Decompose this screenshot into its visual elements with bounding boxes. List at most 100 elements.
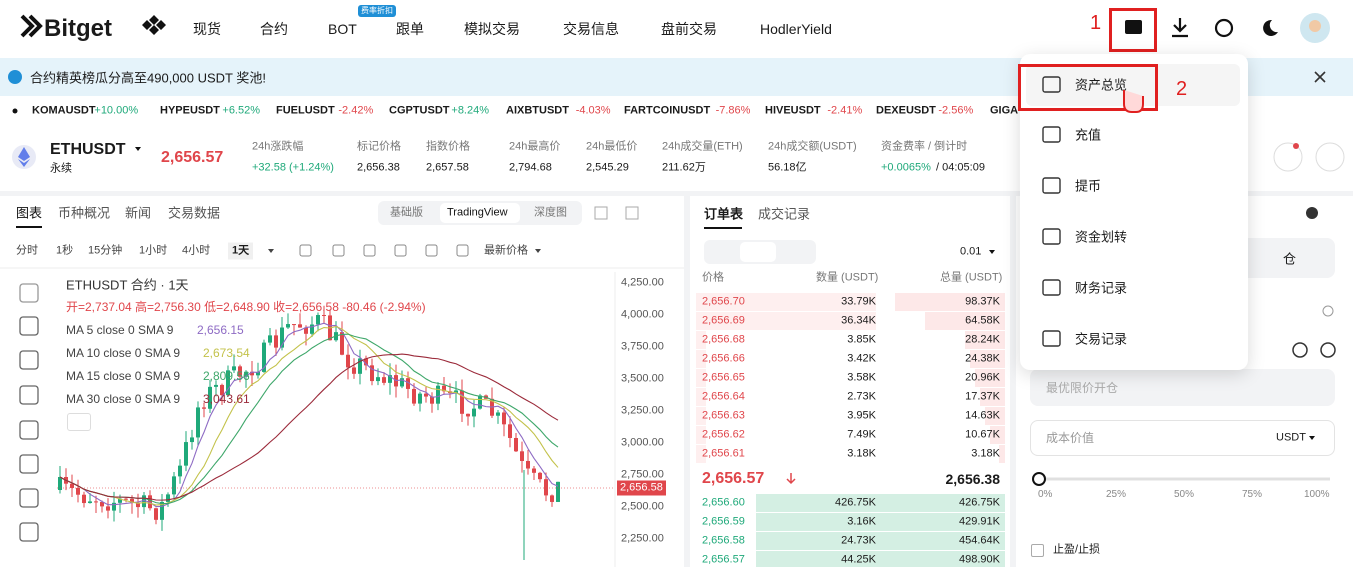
candle-body [214, 384, 218, 387]
price-type[interactable]: 最新价格 [484, 244, 528, 257]
candle-body [502, 412, 506, 425]
ticker-symbol[interactable]: HYPEUSDT [160, 104, 220, 117]
candle-body [376, 377, 380, 382]
ask-price[interactable]: 2,656.61 [702, 447, 745, 460]
depth-bar [990, 426, 1005, 444]
view-option[interactable]: 基础版 [390, 206, 423, 219]
nav-item[interactable]: 跟单 [396, 21, 424, 37]
ma-line [59, 325, 559, 506]
ask-price[interactable]: 2,656.64 [702, 390, 745, 403]
chart-tab[interactable]: 图表 [16, 205, 43, 221]
ticker-symbol[interactable]: GIGA [990, 104, 1019, 117]
stat-label: 标记价格 [357, 140, 401, 153]
ask-price[interactable]: 2,656.63 [702, 409, 745, 422]
chart-tab[interactable]: 交易数据 [168, 205, 221, 221]
ask-total: 24.38K [965, 352, 1000, 365]
bid-price[interactable]: 2,656.59 [702, 515, 745, 528]
depth-bar-amount [696, 407, 706, 425]
precision-select[interactable]: 0.01 [960, 245, 982, 258]
bid-amount: 44.25K [841, 553, 876, 566]
menu-item[interactable]: 提币 [1075, 178, 1102, 194]
ticker-symbol[interactable]: FUELUSDT [276, 104, 335, 117]
view-active [440, 203, 520, 223]
interval-option[interactable]: 1秒 [56, 244, 74, 257]
chart-tab[interactable]: 币种概况 [58, 205, 111, 221]
ticker-symbol[interactable]: CGPTUSDT [389, 104, 450, 117]
ask-price[interactable]: 2,656.65 [702, 371, 745, 384]
candle-body [130, 498, 134, 503]
nav-item[interactable]: 盘前交易 [661, 21, 717, 37]
stat-label: 24h最高价 [509, 140, 561, 153]
ask-price[interactable]: 2,656.68 [702, 333, 745, 346]
pair-symbol[interactable]: ETHUSDT [50, 141, 126, 158]
ticker-change: -4.03% [575, 104, 611, 117]
pair-caret [135, 147, 141, 151]
interval-option[interactable]: 1天 [228, 242, 254, 260]
menu-item[interactable]: 资产总览 [1075, 77, 1128, 93]
depth-bar [965, 331, 1005, 349]
apps-icon [142, 15, 166, 35]
stat-value: +32.58 (+1.24%) [252, 161, 334, 174]
nav-item[interactable]: 交易信息 [563, 21, 619, 37]
ticker-symbol[interactable]: KOMAUSDT [32, 104, 96, 117]
candle-body [106, 506, 110, 511]
interval-option[interactable]: 15分钟 [88, 244, 123, 257]
candle-body [82, 494, 86, 504]
candle-body [118, 498, 122, 503]
ticker-change: +6.52% [222, 104, 261, 117]
depth-bar [756, 551, 1005, 567]
bid-price[interactable]: 2,656.58 [702, 534, 745, 547]
ticker-symbol[interactable]: HIVEUSDT [765, 104, 821, 117]
cost-unit[interactable]: USDT [1276, 431, 1306, 444]
ask-price[interactable]: 2,656.62 [702, 428, 745, 441]
ticker-symbol[interactable]: DEXEUSDT [876, 104, 936, 117]
ticker-symbol[interactable]: FARTCOINUSDT [624, 104, 711, 117]
candle-body [412, 388, 416, 404]
ask-price[interactable]: 2,656.66 [702, 352, 745, 365]
depth-bar [756, 532, 1005, 550]
bid-total: 498.90K [959, 553, 1000, 566]
ticker-symbol[interactable]: AIXBTUSDT [506, 104, 569, 117]
bid-price[interactable]: 2,656.57 [702, 553, 745, 566]
nav-item[interactable]: 合约 [260, 21, 288, 37]
ask-price[interactable]: 2,656.70 [702, 295, 745, 308]
nav-item[interactable]: HodlerYield [760, 21, 832, 37]
nav-item[interactable]: 现货 [193, 21, 221, 37]
interval-option[interactable]: 1小时 [139, 244, 168, 257]
toolbar-icon [425, 244, 438, 257]
toolbar-icon [456, 244, 469, 257]
nav-item[interactable]: BOT [328, 21, 357, 37]
mid-price: 2,656.57 [702, 470, 765, 487]
menu-item[interactable]: 资金划转 [1075, 229, 1128, 245]
candle-body [292, 324, 296, 326]
bid-total: 429.91K [959, 515, 1000, 528]
candle-body [196, 407, 200, 438]
ticker-change: -7.86% [715, 104, 751, 117]
order-book-tab[interactable]: 订单表 [704, 206, 744, 222]
toolbar-icon [299, 244, 312, 257]
menu-item[interactable]: 充值 [1075, 127, 1102, 143]
view-option[interactable]: TradingView [447, 206, 508, 219]
price-input [1030, 369, 1335, 406]
candle-body [454, 390, 458, 394]
avatar-face [1309, 20, 1321, 32]
candle-body [94, 501, 98, 503]
candle-body [148, 495, 152, 509]
interval-caret [268, 249, 274, 253]
cost-input [1030, 420, 1335, 456]
candle-body [346, 354, 350, 368]
toolbar-icon [394, 244, 407, 257]
ask-price[interactable]: 2,656.69 [702, 314, 745, 327]
menu-item[interactable]: 财务记录 [1075, 280, 1128, 296]
menu-item[interactable]: 交易记录 [1075, 331, 1128, 347]
nav-item[interactable]: 模拟交易 [464, 21, 520, 37]
price-axis-label: 3,500.00 [621, 372, 664, 385]
interval-option[interactable]: 4小时 [182, 244, 211, 257]
chart-tab[interactable]: 新闻 [125, 205, 152, 221]
bid-price[interactable]: 2,656.60 [702, 496, 745, 509]
depth-bar [975, 369, 1005, 387]
order-book-tab[interactable]: 成交记录 [758, 206, 811, 222]
pair-type: 永续 [50, 162, 72, 175]
interval-option[interactable]: 分时 [16, 244, 38, 257]
view-option[interactable]: 深度图 [534, 206, 567, 219]
